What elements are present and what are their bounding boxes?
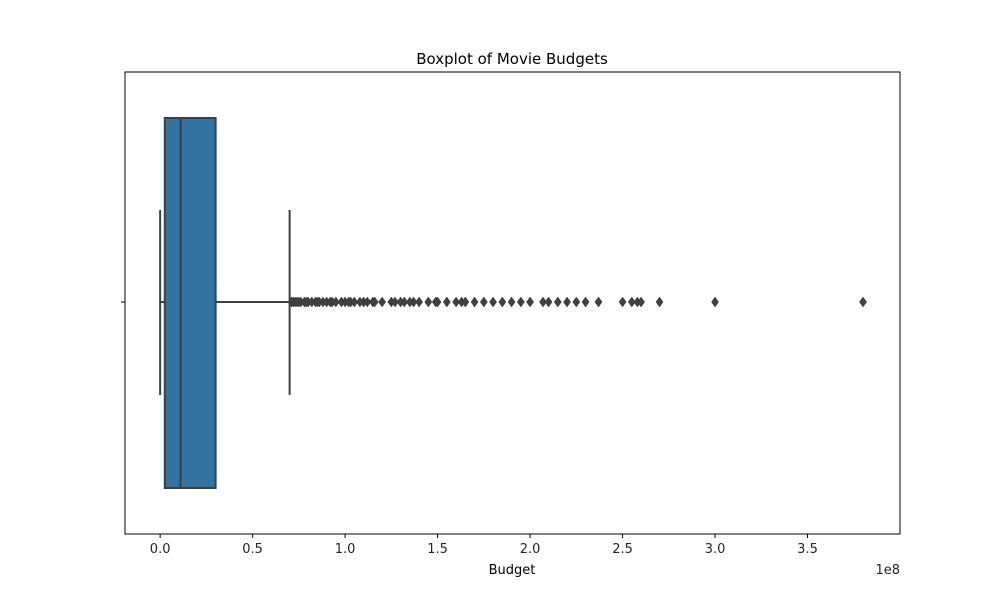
outlier-point bbox=[498, 296, 507, 308]
outlier-point bbox=[433, 296, 442, 308]
outlier-point bbox=[581, 296, 590, 308]
x-offset-text: 1e8 bbox=[875, 563, 900, 578]
outlier-point bbox=[331, 296, 340, 308]
outlier-point bbox=[627, 296, 636, 308]
outlier-point bbox=[452, 296, 460, 308]
box-iqr bbox=[163, 117, 217, 489]
outlier-point bbox=[461, 296, 470, 308]
outlier-point bbox=[859, 296, 867, 308]
outlier-point bbox=[594, 296, 603, 308]
x-tick-label: 1.0 bbox=[335, 542, 356, 557]
outlier-point bbox=[618, 296, 627, 308]
outlier-point bbox=[553, 296, 562, 308]
x-tick-label: 3.0 bbox=[705, 542, 726, 557]
outlier-point bbox=[363, 296, 372, 308]
outlier-point bbox=[400, 296, 409, 308]
outlier-point bbox=[489, 296, 497, 308]
outlier-point bbox=[507, 296, 516, 308]
outlier-point bbox=[711, 296, 719, 308]
outlier-point bbox=[655, 296, 664, 308]
x-tick-label: 2.5 bbox=[612, 542, 633, 557]
outlier-point bbox=[539, 296, 547, 308]
x-axis-label: Budget bbox=[489, 563, 536, 578]
plot-frame bbox=[124, 71, 901, 535]
outlier-point bbox=[563, 296, 571, 308]
outlier-point bbox=[391, 296, 399, 308]
x-tick-label: 0.5 bbox=[242, 542, 263, 557]
outlier-point bbox=[415, 296, 424, 308]
outlier-point bbox=[637, 296, 645, 308]
outlier-point bbox=[516, 296, 525, 308]
outlier-point bbox=[526, 296, 534, 308]
x-tick-label: 0.0 bbox=[150, 542, 171, 557]
outlier-point bbox=[409, 296, 418, 308]
outlier-point bbox=[378, 296, 387, 308]
x-tick-label: 3.5 bbox=[797, 542, 818, 557]
outlier-point bbox=[479, 296, 488, 308]
x-tick-label: 1.5 bbox=[427, 542, 448, 557]
x-axis: 0.0 0.5 1.0 1.5 2.0 2.5 3.0 3.5 bbox=[150, 534, 818, 557]
outlier-point bbox=[442, 296, 451, 308]
chart-title: Boxplot of Movie Budgets bbox=[416, 50, 608, 68]
outlier-point bbox=[544, 296, 553, 308]
outlier-point bbox=[470, 296, 479, 308]
plot-area bbox=[159, 117, 867, 489]
outlier-point bbox=[370, 296, 379, 308]
x-tick-label: 2.0 bbox=[520, 542, 541, 557]
outlier-point bbox=[350, 296, 359, 308]
outlier-point bbox=[572, 296, 581, 308]
outlier-point bbox=[424, 296, 433, 308]
